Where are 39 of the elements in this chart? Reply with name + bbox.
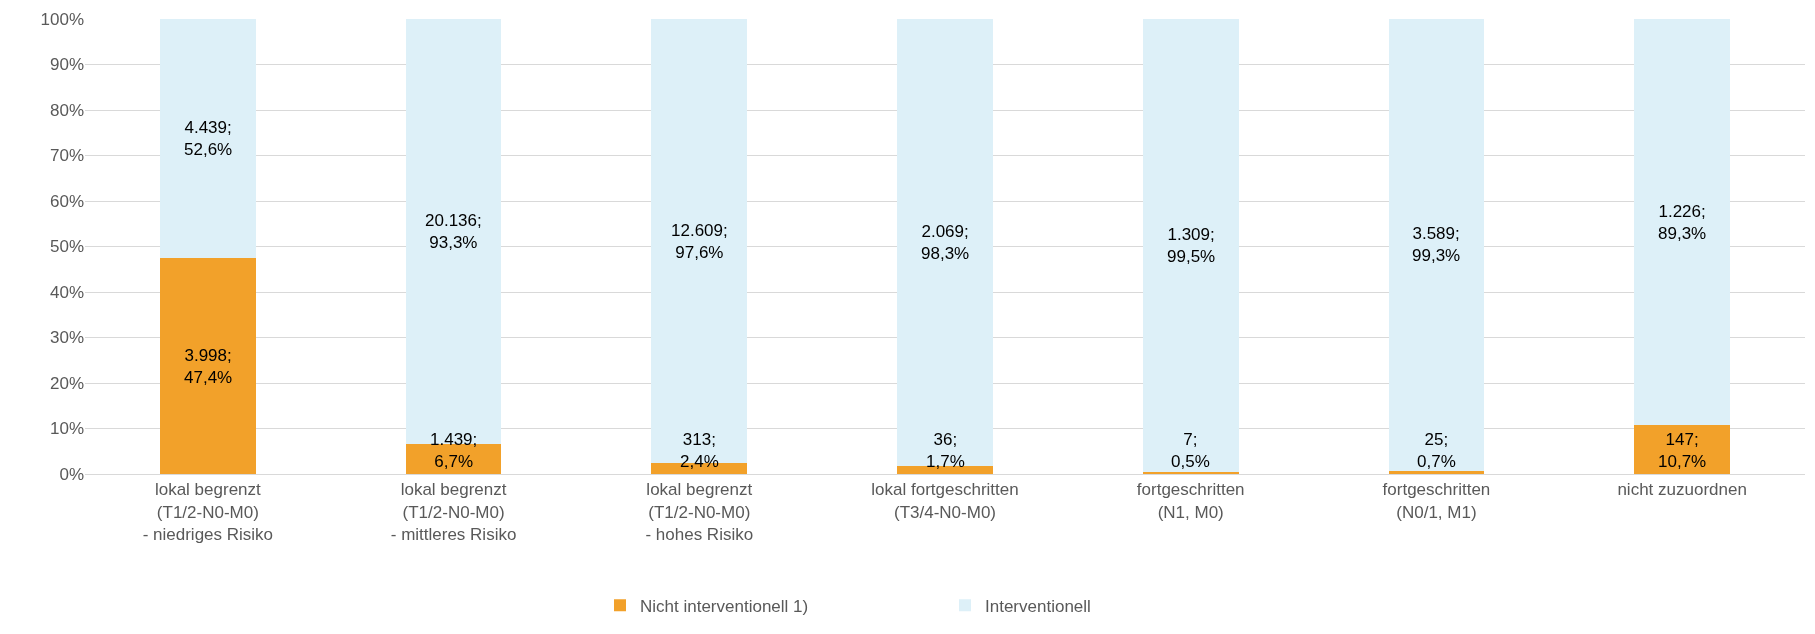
bar [1142, 19, 1239, 472]
data-label: 2.069; 98,3% [921, 222, 970, 264]
x-tick-label: lokal begrenzt (T1/2-N0-M0) - niedriges Risiko [142, 480, 274, 544]
y-tick-label: 40% [49, 282, 84, 302]
bar [1634, 425, 1731, 474]
data-label: 147; 10,7% [1658, 430, 1707, 472]
data-label: 3.998; 47,4% [184, 346, 233, 388]
y-tick-label: 30% [49, 328, 84, 348]
bar [159, 19, 256, 259]
data-label: 1.309; 99,5% [1167, 225, 1216, 267]
legend-label: Nicht interventionell 1) [640, 596, 809, 616]
data-label: 12.609; 97,6% [671, 221, 728, 263]
y-tick-label: 0% [59, 464, 84, 484]
data-label: 7; 0,5% [1171, 430, 1210, 472]
y-tick-label: 100% [40, 9, 84, 29]
bar [897, 19, 993, 467]
y-tick-label: 90% [49, 55, 84, 75]
data-label: 25; 0,7% [1417, 430, 1456, 472]
bar [1388, 19, 1485, 471]
y-tick-label: 20% [49, 373, 84, 393]
y-tick-label: 70% [49, 146, 84, 166]
x-tick-label: fortgeschritten (N1, M0) [1136, 480, 1245, 522]
y-tick-label: 60% [49, 191, 84, 211]
y-tick-label: 10% [49, 419, 84, 439]
bar [1634, 19, 1731, 426]
data-label: 3.589; 99,3% [1412, 224, 1461, 266]
legend-label: Interventionell [985, 596, 1091, 616]
x-tick-label: nicht zuzuordnen [1617, 480, 1747, 500]
y-tick-label: 80% [49, 100, 84, 120]
data-label: 1.226; 89,3% [1658, 202, 1707, 244]
data-label: 4.439; 52,6% [184, 118, 233, 160]
bar [159, 258, 256, 474]
data-label: 20.136; 93,3% [425, 211, 482, 253]
bar [1388, 470, 1485, 474]
x-tick-label: fortgeschritten (N0/1, M1) [1382, 480, 1491, 522]
x-tick-label: lokal begrenzt (T1/2-N0-M0) - mittleres Risiko [390, 480, 517, 544]
x-tick-label: lokal begrenzt (T1/2-N0-M0) - hohes Risiko [645, 480, 754, 544]
x-tick-label: lokal fortgeschritten (T3/4-N0-M0) [871, 480, 1019, 522]
y-tick-label: 50% [49, 237, 84, 257]
